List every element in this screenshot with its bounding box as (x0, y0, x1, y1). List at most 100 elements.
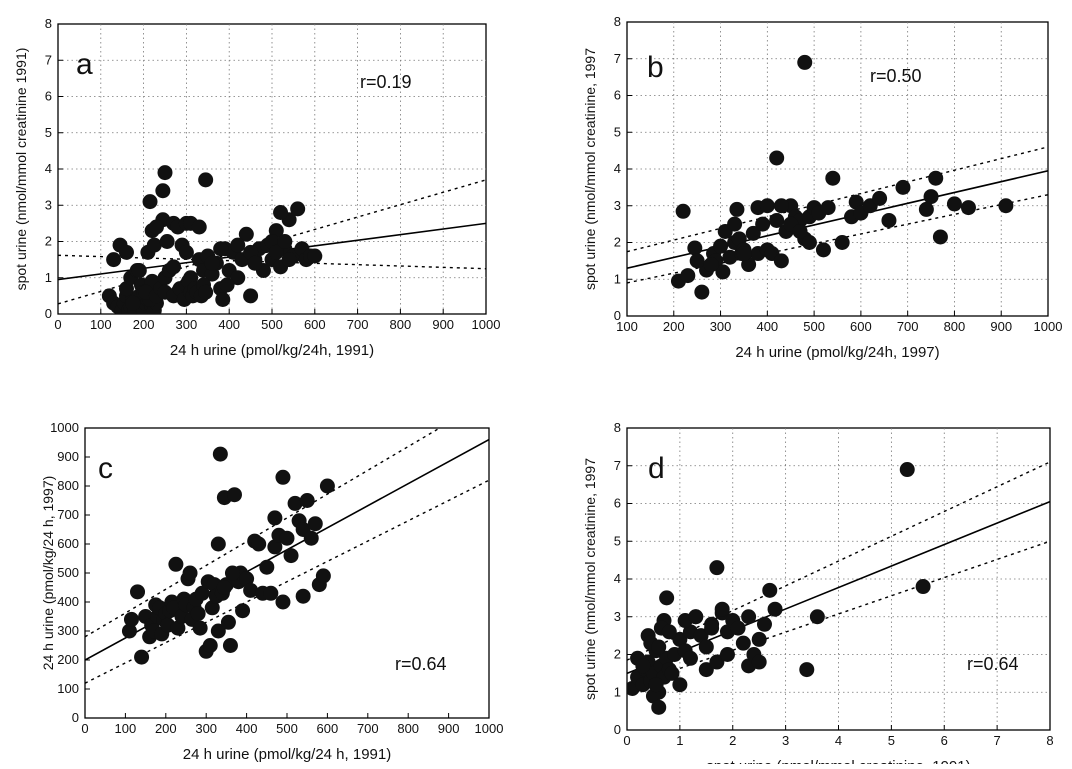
y-tick-label: 0 (45, 306, 52, 321)
x-tick-label: 100 (115, 721, 137, 736)
data-point (792, 223, 808, 239)
data-point (736, 246, 752, 262)
y-axis-label: 24 h urine (pmol/kg/24 h, 1997) (40, 476, 56, 671)
data-point (159, 234, 175, 249)
data-point (769, 150, 785, 166)
y-tick-label: 6 (614, 88, 621, 103)
panel-letter: b (647, 51, 664, 84)
data-point (946, 196, 962, 212)
data-point (932, 229, 948, 245)
x-tick-label: 8 (1046, 733, 1053, 748)
panel-d: 0 1 2 3 4 5 6 7 8 0 1 2 3 4 5 6 7 8 d r=0.64 spot urine (nmo… (582, 420, 1054, 769)
data-point (216, 580, 232, 595)
y-tick-label: 8 (614, 420, 621, 435)
y-tick-label: 100 (57, 681, 79, 696)
x-tick-label: 700 (897, 319, 919, 334)
y-tick-label: 800 (57, 478, 79, 493)
data-point (773, 253, 789, 269)
panel-letter: c (98, 452, 113, 485)
x-tick-label: 400 (218, 317, 240, 332)
x-tick-label: 800 (944, 319, 966, 334)
data-point (751, 631, 767, 647)
data-point (704, 620, 720, 636)
data-point (648, 677, 664, 693)
x-axis-label: spot urine (nmol/mmol creatinine, 1991) (706, 758, 970, 764)
y-tick-label: 7 (614, 458, 621, 473)
data-point (756, 616, 772, 632)
x-tick-label: 500 (803, 319, 825, 334)
y-tick-label: 7 (45, 52, 52, 67)
y-tick-label: 900 (57, 449, 79, 464)
data-point (307, 516, 323, 532)
y-axis-label: spot urine (nmol/mmol creatinine 1991) (13, 48, 29, 291)
y-tick-label: 2 (614, 235, 621, 250)
data-point (688, 609, 704, 625)
y-tick-label: 0 (614, 308, 621, 323)
data-point (998, 198, 1014, 214)
data-point (243, 582, 259, 598)
x-tick-label: 1000 (1034, 319, 1063, 334)
data-point (715, 264, 731, 280)
data-point (714, 601, 730, 617)
y-tick-label: 1 (45, 270, 52, 285)
x-axis-label: 24 h urine (pmol/kg/24h, 1997) (735, 344, 939, 361)
data-point (259, 559, 275, 575)
x-tick-label: 200 (663, 319, 685, 334)
data-point (204, 255, 220, 271)
data-point (923, 189, 939, 205)
data-point (166, 259, 182, 275)
ci-upper-line (627, 146, 1048, 253)
y-tick-label: 200 (57, 652, 79, 667)
data-point (267, 539, 283, 555)
x-tick-label: 100 (616, 319, 638, 334)
data-point (210, 623, 226, 639)
data-point (799, 662, 815, 678)
data-point (219, 277, 235, 293)
data-point (230, 270, 246, 286)
data-point (759, 198, 775, 214)
data-point (118, 244, 134, 260)
ci-upper-line (58, 179, 486, 305)
data-point (918, 201, 934, 217)
data-point (659, 590, 675, 606)
data-point (106, 252, 122, 268)
data-point (767, 601, 783, 617)
data-point (751, 654, 767, 670)
data-point (299, 493, 315, 508)
data-point (687, 240, 703, 256)
panel-letter: a (76, 48, 93, 81)
data-point (287, 495, 303, 511)
ci-upper-line (627, 461, 1050, 661)
y-tick-label: 4 (614, 161, 621, 176)
data-point (142, 194, 158, 210)
plot-area (58, 165, 486, 314)
x-tick-label: 200 (155, 721, 177, 736)
data-point (319, 478, 335, 494)
data-point (275, 469, 291, 485)
data-point (675, 203, 691, 219)
data-point (727, 216, 743, 232)
plot-area (627, 461, 1050, 715)
data-point (243, 288, 259, 304)
data-point (224, 565, 240, 581)
y-tick-label: 600 (57, 536, 79, 551)
data-point (198, 172, 214, 188)
data-point (238, 226, 254, 242)
data-point (191, 219, 207, 235)
y-tick-label: 5 (45, 125, 52, 140)
data-point (645, 688, 661, 704)
data-point (168, 556, 184, 572)
y-tick-label: 4 (614, 571, 621, 586)
data-point (881, 212, 897, 228)
y-tick-label: 3 (614, 198, 621, 213)
plot-area (85, 428, 489, 684)
x-tick-label: 900 (438, 721, 460, 736)
data-point (215, 292, 231, 307)
data-point (134, 649, 150, 665)
data-point (809, 609, 825, 625)
data-point (222, 638, 238, 653)
y-tick-label: 0 (72, 710, 79, 725)
data-point (689, 253, 705, 269)
